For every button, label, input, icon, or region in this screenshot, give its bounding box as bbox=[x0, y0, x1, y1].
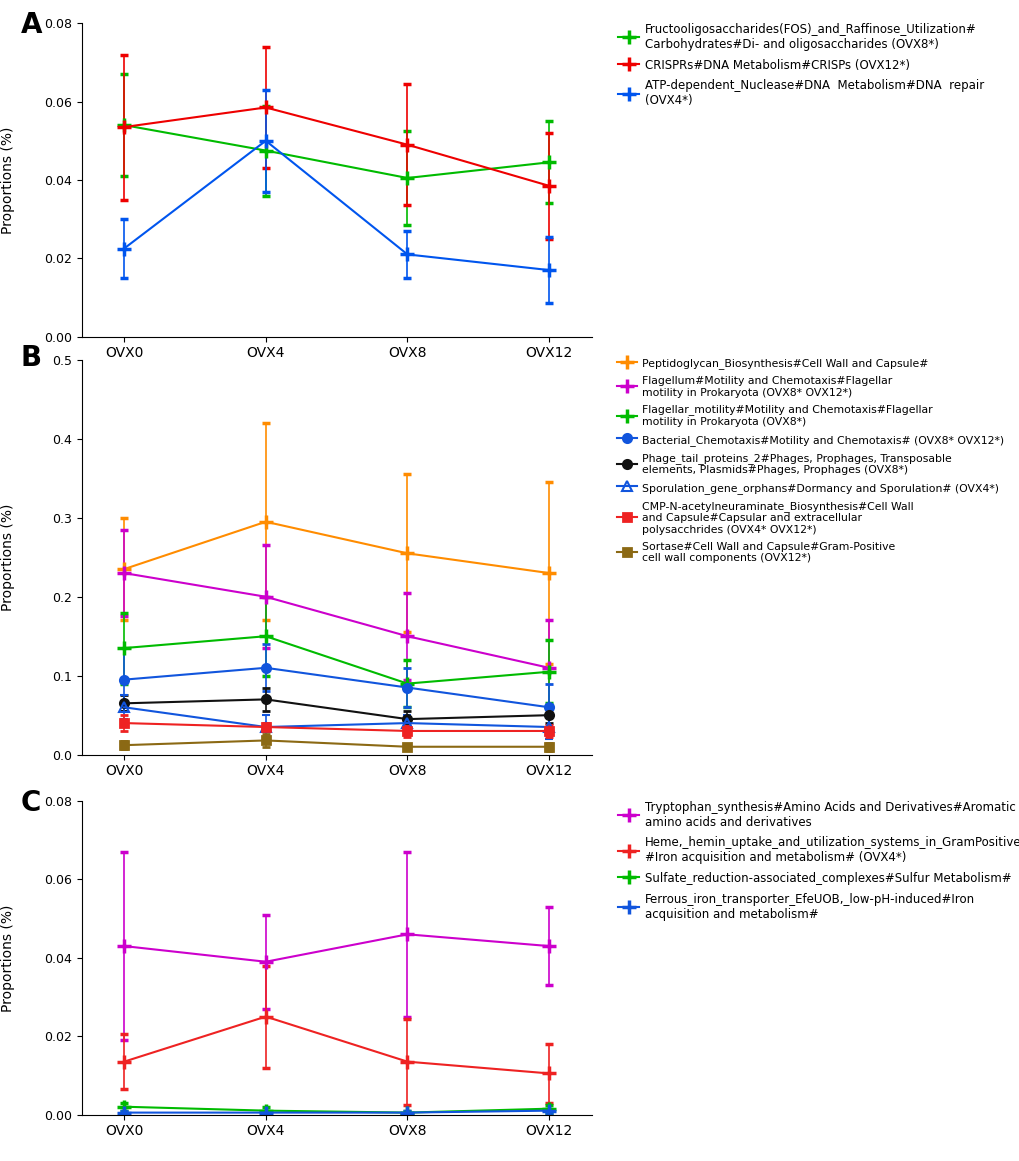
Y-axis label: Proportions (%): Proportions (%) bbox=[1, 127, 15, 233]
Legend: Fructooligosaccharides(FOS)_and_Raffinose_Utilization#
Carbohydrates#Di- and oli: Fructooligosaccharides(FOS)_and_Raffinos… bbox=[618, 23, 983, 107]
Y-axis label: Proportions (%): Proportions (%) bbox=[1, 904, 15, 1011]
Text: C: C bbox=[20, 788, 41, 816]
Text: A: A bbox=[20, 10, 42, 38]
Text: B: B bbox=[20, 344, 42, 373]
Legend: Peptidoglycan_Biosynthesis#Cell Wall and Capsule#, Flagellum#Motility and Chemot: Peptidoglycan_Biosynthesis#Cell Wall and… bbox=[616, 358, 1004, 563]
Y-axis label: Proportions (%): Proportions (%) bbox=[1, 504, 15, 611]
Legend: Tryptophan_synthesis#Amino Acids and Derivatives#Aromatic
amino acids and deriva: Tryptophan_synthesis#Amino Acids and Der… bbox=[618, 801, 1019, 921]
